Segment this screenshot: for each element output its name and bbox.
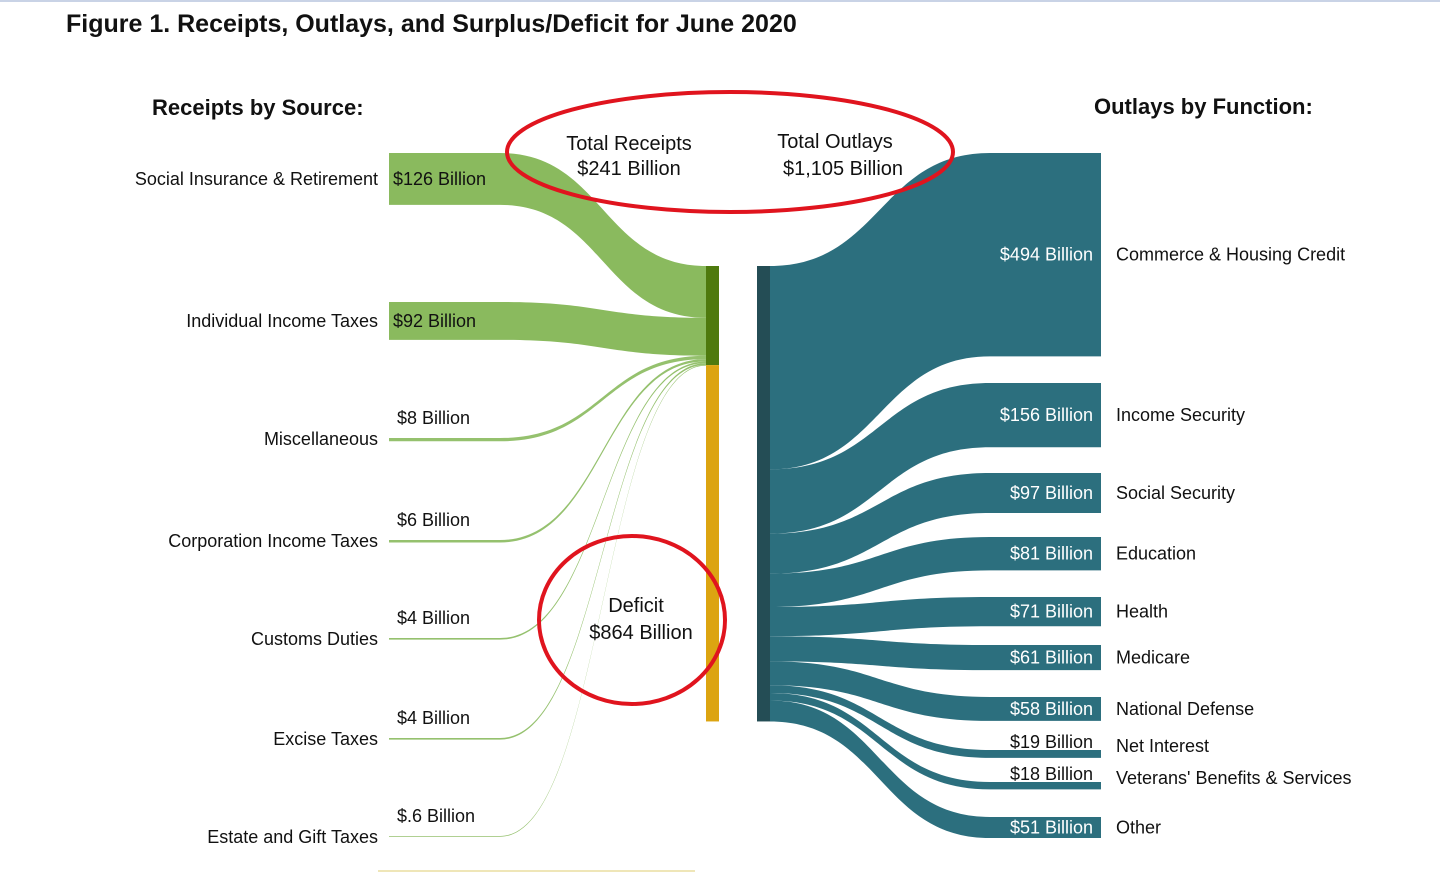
total-outlays-label: Total Outlays xyxy=(777,131,893,153)
outlay-function-label: Social Security xyxy=(1116,483,1235,503)
outlay-flow-band xyxy=(770,685,1101,758)
deficit-label: Deficit xyxy=(608,595,664,617)
receipt-source-label: Individual Income Taxes xyxy=(186,311,378,331)
receipt-source-label: Corporation Income Taxes xyxy=(168,531,378,551)
outlay-flow-band xyxy=(770,661,1101,721)
outlay-flow-band xyxy=(770,473,1101,574)
receipt-value-label: $126 Billion xyxy=(393,169,486,189)
deficit-callout: Deficit $864 Billion xyxy=(537,534,727,706)
receipt-source-label: Social Insurance & Retirement xyxy=(135,169,378,189)
labels: Social Insurance & Retirement $126 Billio… xyxy=(135,169,1352,847)
outlay-function-label: Income Security xyxy=(1116,405,1245,425)
outlay-flow-band xyxy=(770,153,1101,470)
receipt-value-label: $4 Billion xyxy=(397,608,470,628)
receipt-source-label: Estate and Gift Taxes xyxy=(207,827,378,847)
receipt-source-label: Excise Taxes xyxy=(273,729,378,749)
outlay-value-label: $97 Billion xyxy=(1010,483,1093,503)
outlay-function-label: Commerce & Housing Credit xyxy=(1116,245,1345,265)
deficit-highlight-ellipse xyxy=(537,534,727,706)
deficit-node-bar xyxy=(706,365,719,722)
outlay-flow-band xyxy=(770,636,1101,671)
receipt-flow-band xyxy=(389,153,706,318)
outlays-node-bar xyxy=(757,266,770,722)
figure-title: Figure 1. Receipts, Outlays, and Surplus… xyxy=(66,10,797,38)
outlay-value-label: $58 Billion xyxy=(1010,699,1093,719)
outlay-value-label: $61 Billion xyxy=(1010,648,1093,668)
deficit-value: $864 Billion xyxy=(589,622,692,644)
outlay-flows xyxy=(770,153,1101,839)
top-border xyxy=(0,0,1440,2)
receipt-value-label: $92 Billion xyxy=(393,311,476,331)
total-receipts-label: Total Receipts xyxy=(566,133,692,155)
outlay-flow-band xyxy=(770,700,1101,839)
outlays-header: Outlays by Function: xyxy=(1094,94,1313,119)
center-nodes xyxy=(378,266,770,872)
outlay-flow-band xyxy=(770,537,1101,607)
receipt-flows xyxy=(389,153,706,837)
totals-callout: Total Receipts $241 Billion Total Outlay… xyxy=(505,90,955,214)
outlay-value-label: $71 Billion xyxy=(1010,602,1093,622)
receipt-source-label: Customs Duties xyxy=(251,629,378,649)
receipt-value-label: $4 Billion xyxy=(397,708,470,728)
outlay-function-label: Health xyxy=(1116,602,1168,622)
receipt-source-label: Miscellaneous xyxy=(264,429,378,449)
outlay-function-label: Other xyxy=(1116,818,1161,838)
outlay-flow-band xyxy=(770,383,1101,534)
receipt-flow-band xyxy=(389,355,706,442)
totals-highlight-ellipse xyxy=(505,90,955,214)
outlay-function-label: Veterans' Benefits & Services xyxy=(1116,768,1352,788)
outlay-value-label: $19 Billion xyxy=(1010,732,1093,752)
outlay-value-label: $156 Billion xyxy=(1000,405,1093,425)
outlay-function-label: National Defense xyxy=(1116,699,1254,719)
receipt-flow-band xyxy=(389,302,706,356)
receipt-value-label: $8 Billion xyxy=(397,408,470,428)
receipt-value-label: $.6 Billion xyxy=(397,806,475,826)
outlay-flow-band xyxy=(770,693,1101,790)
receipts-node-bar xyxy=(706,266,719,366)
outlay-value-label: $494 Billion xyxy=(1000,245,1093,265)
receipts-header: Receipts by Source: xyxy=(152,95,364,120)
total-receipts-value: $241 Billion xyxy=(577,158,680,180)
outlay-value-label: $81 Billion xyxy=(1010,544,1093,564)
outlay-function-label: Net Interest xyxy=(1116,736,1209,756)
outlay-value-label: $51 Billion xyxy=(1010,818,1093,838)
receipt-value-label: $6 Billion xyxy=(397,510,470,530)
outlay-flow-band xyxy=(770,597,1101,637)
total-outlays-value: $1,105 Billion xyxy=(783,158,903,180)
outlay-function-label: Medicare xyxy=(1116,648,1190,668)
outlay-value-label: $18 Billion xyxy=(1010,764,1093,784)
outlay-function-label: Education xyxy=(1116,544,1196,564)
